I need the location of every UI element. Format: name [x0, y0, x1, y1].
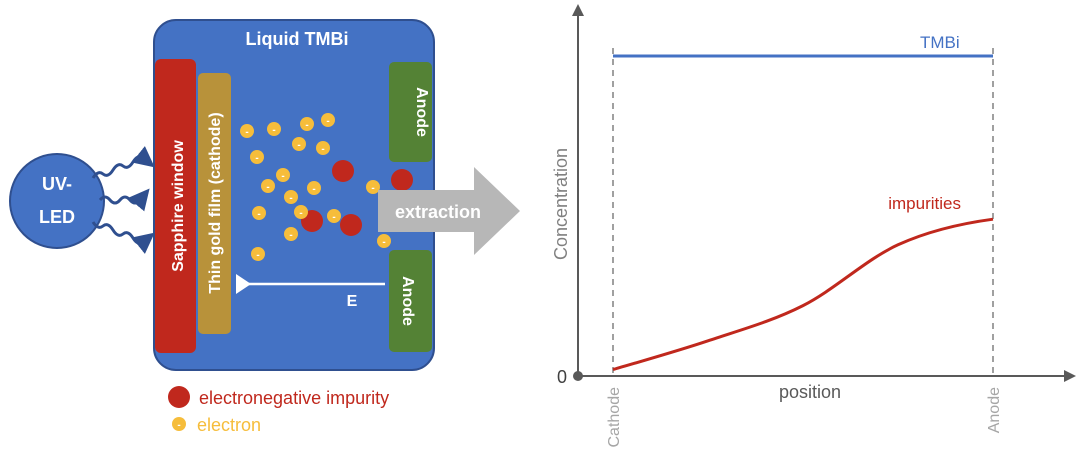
legend-electron-label: electron: [197, 415, 261, 435]
series-line-impurities: [612, 217, 994, 372]
y-axis-arrowhead: [572, 4, 584, 16]
electron-minus-sign: -: [326, 116, 329, 127]
anode-tick-label: Anode: [986, 387, 1003, 433]
extraction-label: extraction: [395, 202, 481, 222]
electron-minus-sign: -: [289, 193, 292, 204]
electron-minus-sign: -: [332, 212, 335, 223]
impurity-particle: [332, 160, 354, 182]
uv-ray-middle: [98, 188, 150, 212]
anode-top: [389, 62, 432, 162]
electron-particle: [261, 179, 275, 193]
detector-diagram: UV- LED Liquid TMBi Sapphire window Thin…: [9, 19, 520, 435]
series-label-impurities: impurities: [888, 194, 961, 213]
anode-bottom: [389, 250, 432, 352]
led-label-line1: UV-: [42, 174, 72, 194]
electron-particle: [292, 137, 306, 151]
electron-minus-sign: -: [321, 144, 324, 155]
legend-impurity-label: electronegative impurity: [199, 388, 389, 408]
uv-ray-bottom: [91, 221, 155, 254]
concentration-chart: 0 Concentration position Cathode Anode T…: [551, 4, 1076, 448]
electron-particle: [284, 190, 298, 204]
electron-particle: [366, 180, 380, 194]
electron-particle: [307, 181, 321, 195]
gold-film-label: Thin gold film (cathode): [207, 112, 224, 293]
uv-rays: [91, 146, 155, 254]
electron-particle: [321, 113, 335, 127]
uv-ray-top: [91, 146, 155, 179]
electron-particle: [327, 209, 341, 223]
extraction-arrow: [378, 167, 520, 255]
cathode-tick-label: Cathode: [606, 387, 623, 448]
sapphire-label: Sapphire window: [170, 140, 187, 272]
x-axis-arrowhead: [1064, 370, 1076, 382]
electron-particle: [284, 227, 298, 241]
electron-particle: [251, 247, 265, 261]
series-label-tmbi: TMBi: [920, 33, 960, 52]
electron-minus-sign: -: [272, 125, 275, 136]
electron-particle: [316, 141, 330, 155]
legend-electron-minus: -: [177, 420, 180, 431]
electron-minus-sign: -: [256, 250, 259, 261]
electron-minus-sign: -: [255, 153, 258, 164]
electron-minus-sign: -: [371, 183, 374, 194]
electron-minus-sign: -: [266, 182, 269, 193]
uv-led: UV- LED: [9, 153, 105, 249]
electron-minus-sign: -: [281, 171, 284, 182]
electron-particle: [250, 150, 264, 164]
electron-particle: [240, 124, 254, 138]
origin-label: 0: [557, 367, 567, 387]
anode-top-label: Anode: [413, 87, 430, 137]
legend: electronegative impurity - electron: [168, 386, 389, 435]
electron-minus-sign: -: [305, 120, 308, 131]
electron-minus-sign: -: [312, 184, 315, 195]
electron-minus-sign: -: [289, 230, 292, 241]
origin-dot: [573, 371, 583, 381]
electron-particle: [377, 234, 391, 248]
x-axis-label: position: [779, 382, 841, 402]
electron-minus-sign: -: [297, 140, 300, 151]
electron-minus-sign: -: [382, 237, 385, 248]
electron-particle: [252, 206, 266, 220]
gold-film: [198, 73, 231, 334]
electron-minus-sign: -: [257, 209, 260, 220]
electron-minus-sign: -: [245, 127, 248, 138]
cell-title: Liquid TMBi: [246, 29, 349, 49]
y-axis-label: Concentration: [551, 148, 571, 260]
electron-particle: [276, 168, 290, 182]
legend-impurity-marker: [168, 386, 190, 408]
sapphire-window: [155, 59, 196, 353]
impurity-particle: [340, 214, 362, 236]
field-label: E: [347, 293, 358, 310]
legend-electron-marker: [172, 417, 186, 431]
electron-minus-sign: -: [299, 208, 302, 219]
led-label-line2: LED: [39, 207, 75, 227]
impurity-particle: [391, 169, 413, 191]
electron-particle: [267, 122, 281, 136]
electron-particle: [300, 117, 314, 131]
anode-bottom-label: Anode: [399, 276, 416, 326]
particles: - - - --- --- - --------: [240, 113, 413, 261]
electron-particle: [294, 205, 308, 219]
